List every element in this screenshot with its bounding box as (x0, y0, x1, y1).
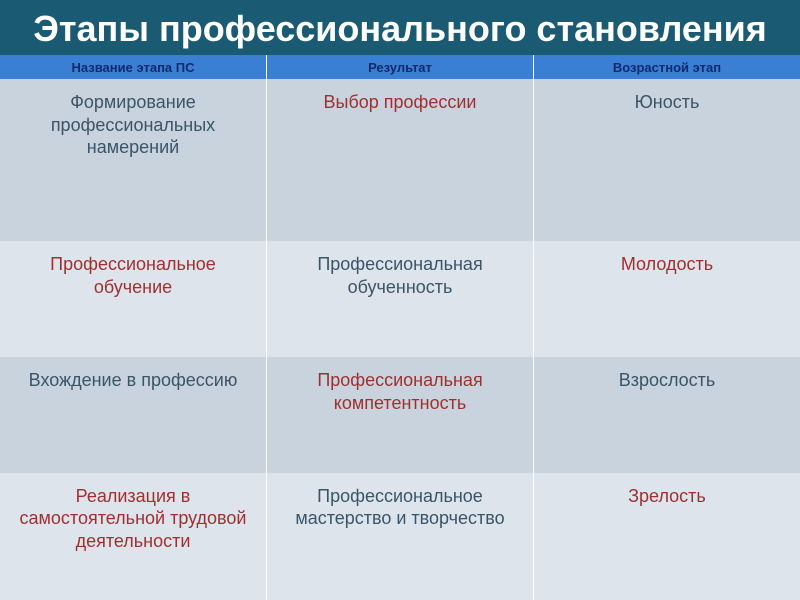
table-cell: Молодость (534, 241, 800, 357)
slide-title: Этапы профессионального становления (0, 0, 800, 55)
table-header-cell: Название этапа ПС (0, 55, 267, 79)
table-cell: Реализация в самостоятельной трудовой де… (0, 473, 267, 600)
table-cell: Профессиональное обучение (0, 241, 267, 357)
table-cell: Зрелость (534, 473, 800, 600)
table-row: Вхождение в профессию Профессиональная к… (0, 357, 800, 473)
table-cell: Вхождение в профессию (0, 357, 267, 473)
table-cell: Взрослость (534, 357, 800, 473)
table-cell: Выбор профессии (267, 79, 534, 241)
table-cell: Формирование профессиональных намерений (0, 79, 267, 241)
slide: Этапы профессионального становления Назв… (0, 0, 800, 600)
table-row: Формирование профессиональных намерений … (0, 79, 800, 241)
table-row: Реализация в самостоятельной трудовой де… (0, 473, 800, 600)
table-cell: Профессиональная компетентность (267, 357, 534, 473)
table-header-cell: Результат (267, 55, 534, 79)
table-cell: Юность (534, 79, 800, 241)
table-row: Профессиональное обучение Профессиональн… (0, 241, 800, 357)
table-cell: Профессиональное мастерство и творчество (267, 473, 534, 600)
table-header-row: Название этапа ПС Результат Возрастной э… (0, 55, 800, 79)
table-header-cell: Возрастной этап (534, 55, 800, 79)
table: Название этапа ПС Результат Возрастной э… (0, 55, 800, 600)
table-cell: Профессиональная обученность (267, 241, 534, 357)
table-body: Формирование профессиональных намерений … (0, 79, 800, 600)
